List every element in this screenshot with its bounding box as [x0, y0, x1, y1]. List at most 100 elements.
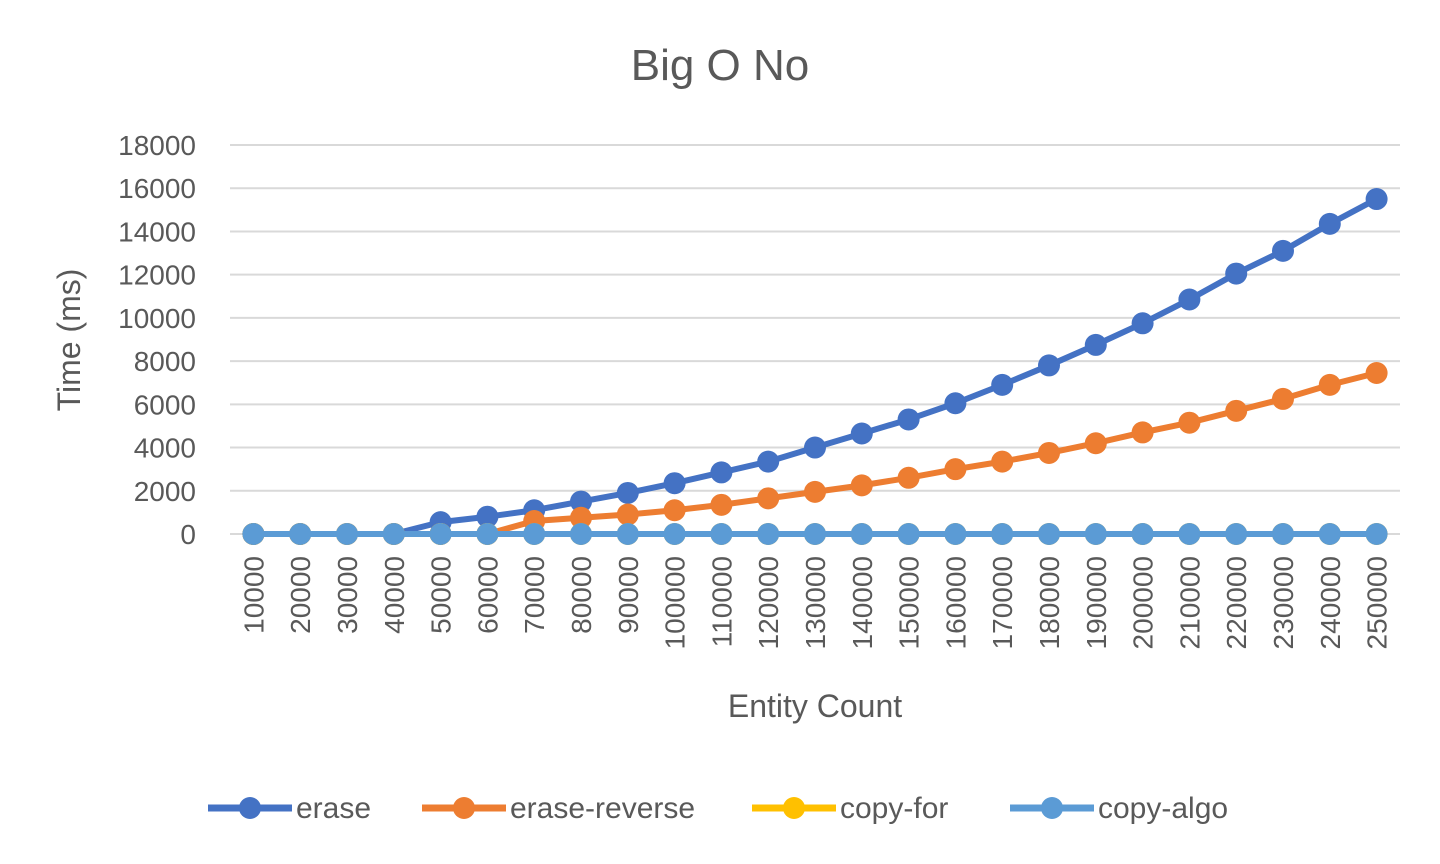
x-tick-label: 50000 — [426, 556, 457, 634]
data-point — [523, 523, 546, 545]
x-tick-label: 250000 — [1362, 556, 1393, 649]
data-point — [944, 523, 967, 545]
legend-item: erase-reverse — [422, 792, 695, 825]
data-point — [1178, 523, 1201, 545]
legend-marker — [1041, 797, 1063, 819]
legend-label: erase — [296, 792, 371, 825]
data-point — [1084, 523, 1107, 545]
legend-item: erase — [208, 792, 371, 825]
y-tick-label: 14000 — [118, 216, 196, 247]
x-tick-label: 180000 — [1034, 556, 1065, 649]
data-point — [289, 523, 312, 545]
data-point — [570, 506, 592, 529]
data-point — [804, 436, 826, 459]
x-tick-label: 230000 — [1268, 556, 1299, 649]
x-tick-label: 130000 — [800, 556, 831, 649]
x-axis-ticks: 10000 20000 30000 40000 50000 60000 70000 80000… — [238, 556, 1392, 649]
data-point — [1225, 399, 1248, 422]
gridlines — [230, 144, 1400, 535]
y-axis-ticks: 0 2000 4000 6000 8000 10000 12000 14000 16000 180… — [118, 130, 196, 550]
x-tick-label: 40000 — [379, 556, 410, 634]
data-point — [897, 523, 920, 545]
x-tick-label: 70000 — [519, 556, 550, 634]
x-tick-label: 150000 — [894, 556, 925, 649]
y-tick-label: 2000 — [134, 476, 196, 507]
data-point — [710, 461, 733, 484]
y-tick-label: 16000 — [118, 173, 196, 204]
series-copy-algo — [242, 523, 1388, 545]
data-point — [1365, 523, 1388, 545]
data-point — [570, 523, 592, 545]
data-point — [757, 523, 780, 545]
x-tick-label: 20000 — [285, 556, 316, 634]
y-tick-label: 12000 — [118, 260, 196, 291]
x-tick-label: 30000 — [332, 556, 363, 634]
x-tick-label: 10000 — [238, 556, 269, 634]
x-tick-label: 200000 — [1128, 556, 1159, 649]
data-point — [1131, 312, 1154, 335]
data-point — [710, 493, 733, 516]
data-point — [1365, 188, 1388, 211]
data-point — [616, 523, 639, 545]
data-point — [991, 373, 1014, 396]
data-point — [1038, 354, 1060, 377]
legend-item: copy-for — [752, 792, 948, 825]
y-tick-label: 6000 — [134, 389, 196, 420]
x-tick-label: 240000 — [1315, 556, 1346, 649]
legend-label: erase-reverse — [510, 792, 695, 825]
data-point — [757, 487, 780, 510]
x-tick-label: 210000 — [1174, 556, 1205, 649]
chart-title: Big O No — [631, 41, 810, 90]
x-tick-label: 60000 — [472, 556, 503, 634]
data-point — [242, 523, 265, 545]
data-point — [1084, 333, 1107, 356]
data-point — [616, 503, 639, 526]
x-tick-label: 100000 — [660, 556, 691, 649]
data-point — [1318, 523, 1341, 545]
legend: erase erase-reverse copy-for copy-algo — [208, 792, 1228, 825]
data-point — [897, 408, 920, 431]
data-point — [850, 474, 873, 497]
data-point — [1038, 441, 1060, 464]
data-point — [1131, 523, 1154, 545]
data-point — [476, 505, 499, 528]
data-point — [570, 490, 592, 513]
data-point — [663, 523, 686, 545]
x-tick-label: 80000 — [566, 556, 597, 634]
y-tick-label: 18000 — [118, 130, 196, 161]
series-group — [242, 188, 1388, 545]
data-point — [1365, 361, 1388, 384]
x-tick-label: 110000 — [706, 556, 737, 647]
y-tick-label: 4000 — [134, 433, 196, 464]
legend-marker — [453, 797, 475, 819]
data-point — [616, 481, 639, 504]
data-point — [850, 422, 873, 445]
data-point — [944, 392, 967, 415]
x-tick-label: 90000 — [613, 556, 644, 634]
data-point — [336, 523, 358, 545]
legend-label: copy-for — [840, 792, 948, 825]
y-tick-label: 10000 — [118, 303, 196, 334]
data-point — [1272, 523, 1294, 545]
data-point — [1038, 523, 1060, 545]
data-point — [1131, 421, 1154, 444]
x-axis-title: Entity Count — [728, 688, 902, 724]
x-tick-label: 220000 — [1221, 556, 1252, 649]
data-point — [1178, 288, 1201, 311]
data-point — [1178, 411, 1201, 434]
legend-item: copy-algo — [1010, 792, 1228, 825]
data-point — [850, 523, 873, 545]
data-point — [1272, 239, 1294, 262]
y-axis-title: Time (ms) — [51, 269, 87, 412]
data-point — [1318, 373, 1341, 396]
data-point — [1272, 387, 1294, 410]
data-point — [897, 466, 920, 489]
data-point — [382, 523, 405, 545]
data-point — [991, 523, 1014, 545]
x-tick-label: 120000 — [753, 556, 784, 649]
y-tick-label: 0 — [180, 519, 196, 550]
data-point — [663, 472, 686, 495]
data-point — [663, 499, 686, 522]
